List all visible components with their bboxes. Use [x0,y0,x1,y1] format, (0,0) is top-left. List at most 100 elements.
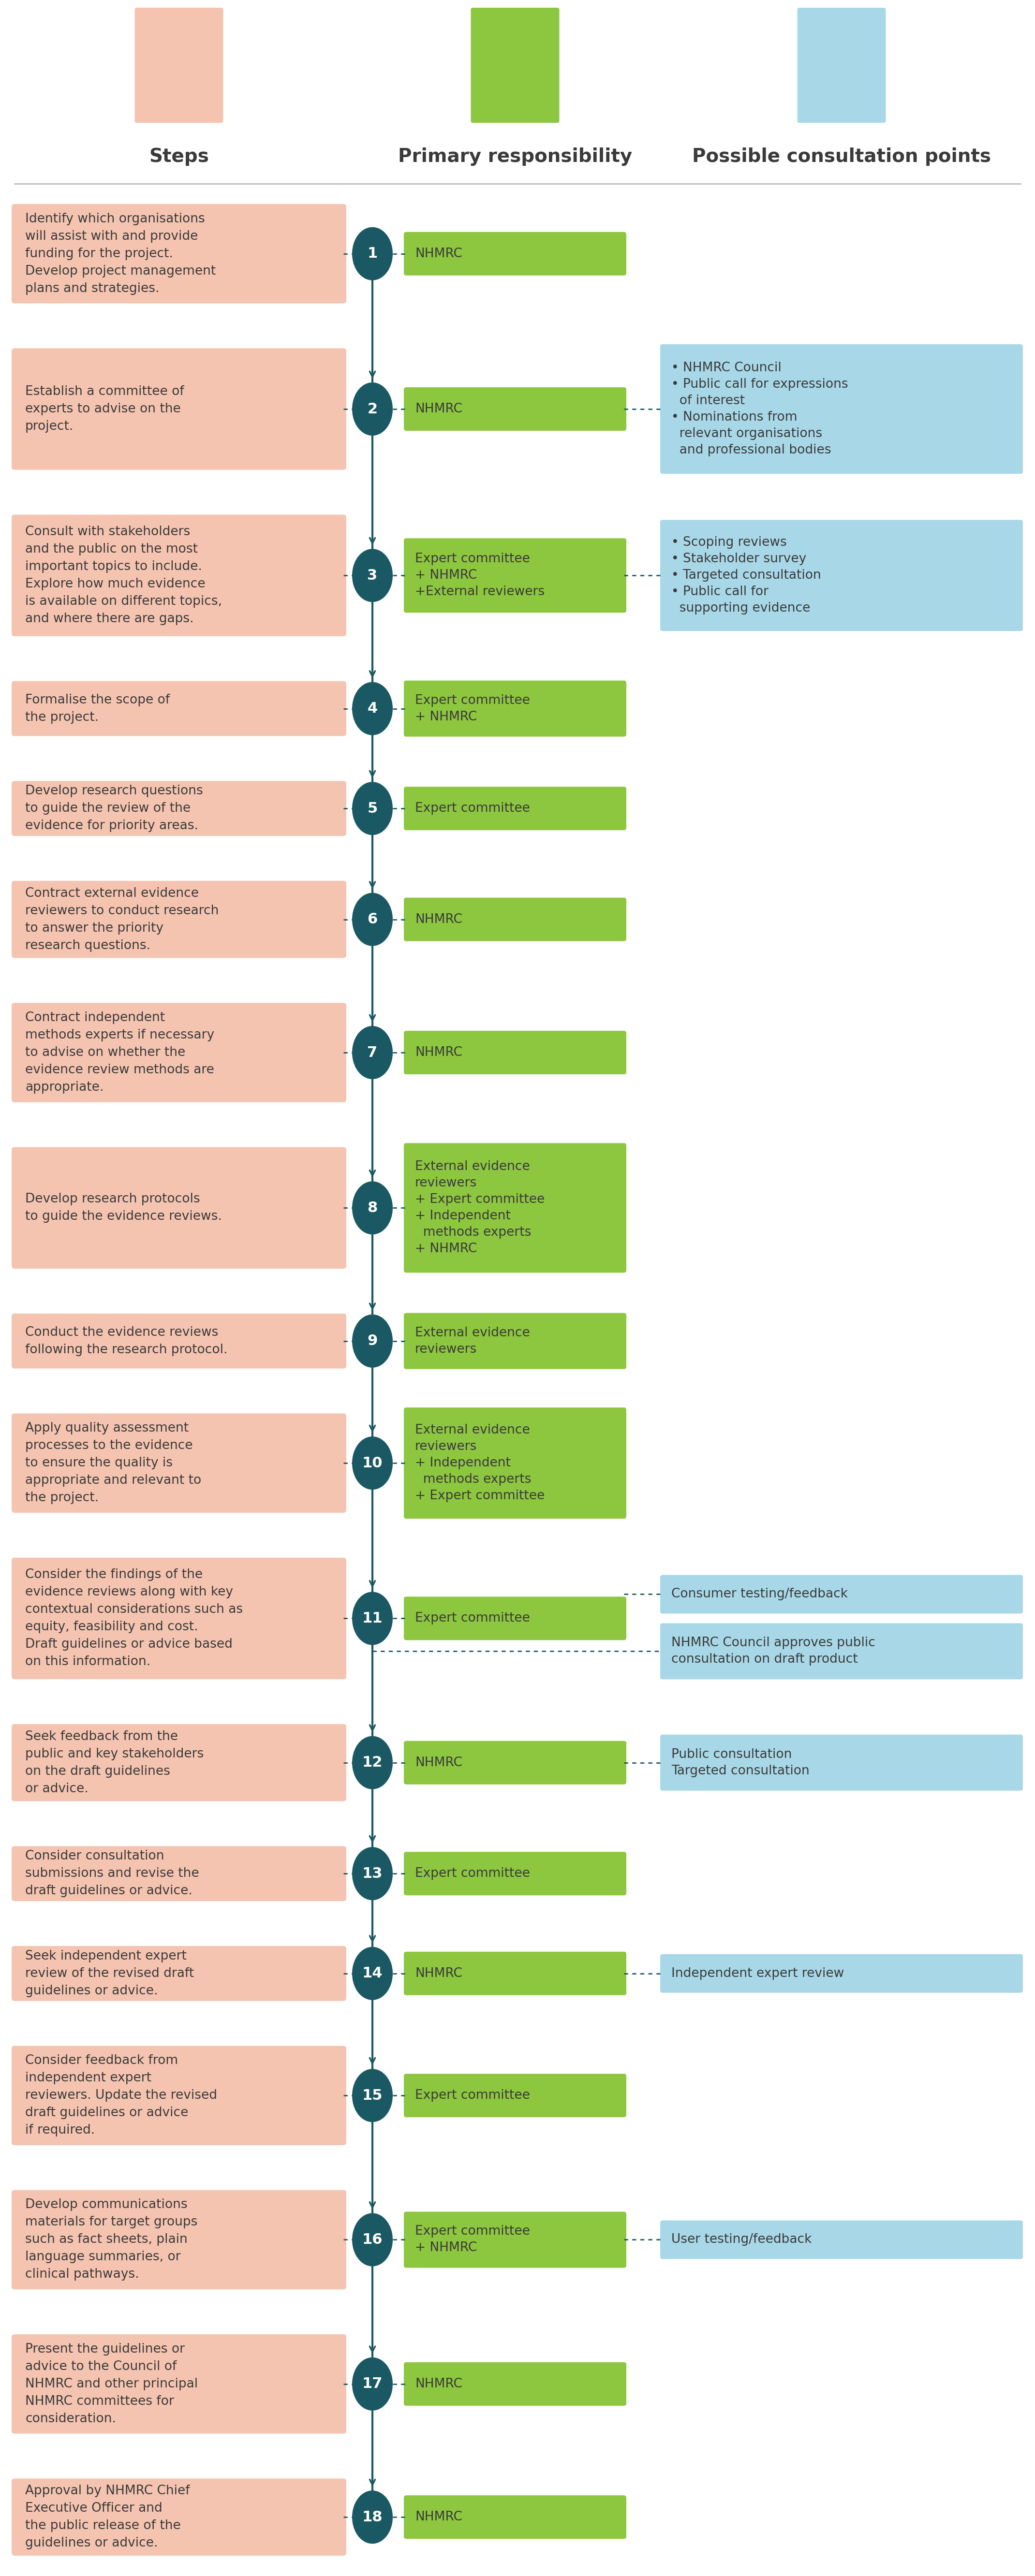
FancyBboxPatch shape [11,204,347,304]
Ellipse shape [352,1025,392,1079]
Ellipse shape [352,2069,392,2123]
Text: NHMRC: NHMRC [415,2378,463,2391]
Ellipse shape [352,227,392,281]
Text: Expert committee: Expert committee [415,2089,530,2102]
Ellipse shape [352,1182,392,1234]
FancyBboxPatch shape [11,348,347,469]
FancyBboxPatch shape [11,680,347,737]
Text: Consider the findings of the
evidence reviews along with key
contextual consider: Consider the findings of the evidence re… [25,1569,243,1669]
FancyBboxPatch shape [660,1574,1023,1613]
FancyBboxPatch shape [404,786,626,829]
FancyBboxPatch shape [404,538,626,613]
FancyBboxPatch shape [11,2045,347,2146]
FancyBboxPatch shape [404,1406,626,1520]
Text: 8: 8 [367,1200,378,1216]
Text: Expert committee
+ NHMRC
+External reviewers: Expert committee + NHMRC +External revie… [415,554,544,598]
FancyBboxPatch shape [404,680,626,737]
Text: Consult with stakeholders
and the public on the most
important topics to include: Consult with stakeholders and the public… [25,526,223,626]
Text: Develop research questions
to guide the review of the
evidence for priority area: Develop research questions to guide the … [25,786,203,832]
Text: Public consultation
Targeted consultation: Public consultation Targeted consultatio… [672,1749,809,1777]
Text: Expert committee
+ NHMRC: Expert committee + NHMRC [415,2226,530,2254]
FancyBboxPatch shape [404,386,626,430]
FancyBboxPatch shape [404,2213,626,2267]
Text: Expert committee: Expert committee [415,801,530,814]
FancyBboxPatch shape [404,1144,626,1273]
FancyBboxPatch shape [404,2496,626,2540]
Ellipse shape [352,1314,392,1368]
Text: 17: 17 [362,2378,383,2391]
Text: Present the guidelines or
advice to the Council of
NHMRC and other principal
NHM: Present the guidelines or advice to the … [25,2344,198,2424]
FancyBboxPatch shape [404,1030,626,1074]
Ellipse shape [352,1592,392,1646]
Text: Consider feedback from
independent expert
reviewers. Update the revised
draft gu: Consider feedback from independent exper… [25,2056,217,2136]
FancyBboxPatch shape [11,1847,347,1901]
FancyBboxPatch shape [471,8,559,124]
Ellipse shape [352,683,392,734]
Text: Possible consultation points: Possible consultation points [692,147,990,165]
FancyBboxPatch shape [404,1953,626,1996]
FancyBboxPatch shape [797,8,886,124]
FancyBboxPatch shape [11,881,347,958]
FancyBboxPatch shape [660,345,1023,474]
Text: 9: 9 [367,1334,378,1347]
Text: 13: 13 [362,1868,383,1880]
FancyBboxPatch shape [11,2190,347,2290]
FancyBboxPatch shape [11,1314,347,1368]
FancyBboxPatch shape [404,1741,626,1785]
Text: External evidence
reviewers
+ Expert committee
+ Independent
  methods experts
+: External evidence reviewers + Expert com… [415,1162,544,1255]
Text: Establish a committee of
experts to advise on the
project.: Establish a committee of experts to advi… [25,386,184,433]
Text: 5: 5 [367,801,378,817]
Text: 15: 15 [362,2089,383,2102]
Text: Expert committee
+ NHMRC: Expert committee + NHMRC [415,693,530,724]
Text: Formalise the scope of
the project.: Formalise the scope of the project. [25,693,170,724]
Text: • NHMRC Council
• Public call for expressions
  of interest
• Nominations from
 : • NHMRC Council • Public call for expres… [672,361,848,456]
Text: Seek independent expert
review of the revised draft
guidelines or advice.: Seek independent expert review of the re… [25,1950,194,1996]
Ellipse shape [352,1947,392,1999]
Text: NHMRC Council approves public
consultation on draft product: NHMRC Council approves public consultati… [672,1636,876,1667]
FancyBboxPatch shape [404,1597,626,1641]
Text: Consider consultation
submissions and revise the
draft guidelines or advice.: Consider consultation submissions and re… [25,1850,199,1899]
FancyBboxPatch shape [660,1955,1023,1994]
FancyBboxPatch shape [404,1314,626,1368]
Text: NHMRC: NHMRC [415,1046,463,1059]
Text: 7: 7 [367,1046,378,1059]
FancyBboxPatch shape [660,1623,1023,1680]
Ellipse shape [352,894,392,945]
FancyBboxPatch shape [11,1723,347,1801]
Text: 2: 2 [367,402,378,417]
FancyBboxPatch shape [11,1146,347,1267]
FancyBboxPatch shape [11,2334,347,2434]
Ellipse shape [352,2357,392,2411]
Text: NHMRC: NHMRC [415,247,463,260]
FancyBboxPatch shape [11,2478,347,2555]
FancyBboxPatch shape [404,2362,626,2406]
FancyBboxPatch shape [404,2074,626,2117]
FancyBboxPatch shape [11,515,347,636]
Ellipse shape [352,2491,392,2543]
FancyBboxPatch shape [11,1945,347,2002]
Text: 1: 1 [367,247,378,260]
Text: External evidence
reviewers: External evidence reviewers [415,1327,530,1355]
Text: 18: 18 [362,2509,383,2524]
Text: Expert committee: Expert committee [415,1868,530,1880]
Text: • Scoping reviews
• Stakeholder survey
• Targeted consultation
• Public call for: • Scoping reviews • Stakeholder survey •… [672,536,821,616]
Text: External evidence
reviewers
+ Independent
  methods experts
+ Expert committee: External evidence reviewers + Independen… [415,1425,544,1502]
FancyBboxPatch shape [404,232,626,276]
Text: Primary responsibility: Primary responsibility [398,147,632,165]
Text: Expert committee: Expert committee [415,1613,530,1625]
Ellipse shape [352,549,392,603]
Ellipse shape [352,783,392,835]
Text: Apply quality assessment
processes to the evidence
to ensure the quality is
appr: Apply quality assessment processes to th… [25,1422,202,1504]
Text: 4: 4 [367,701,378,716]
FancyBboxPatch shape [660,2221,1023,2259]
FancyBboxPatch shape [11,1414,347,1512]
Text: Approval by NHMRC Chief
Executive Officer and
the public release of the
guidelin: Approval by NHMRC Chief Executive Office… [25,2486,189,2550]
Ellipse shape [352,1847,392,1901]
Text: Steps: Steps [149,147,209,165]
Text: 14: 14 [362,1965,383,1981]
Text: Independent expert review: Independent expert review [672,1968,845,1981]
Text: 10: 10 [362,1455,383,1471]
Text: 3: 3 [367,569,378,582]
Text: NHMRC: NHMRC [415,402,463,415]
Text: Develop communications
materials for target groups
such as fact sheets, plain
la: Develop communications materials for tar… [25,2200,198,2280]
